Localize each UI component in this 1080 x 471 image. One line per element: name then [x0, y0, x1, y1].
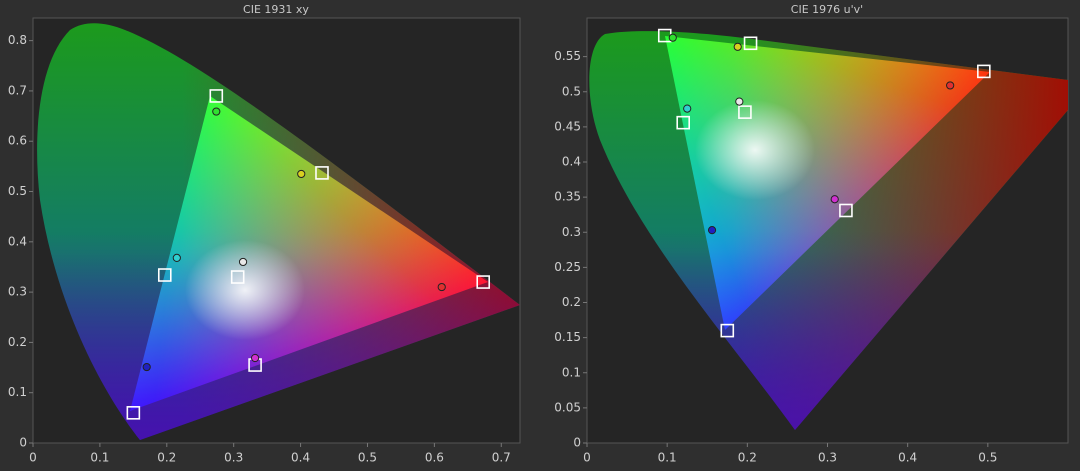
target-marker: [839, 203, 853, 218]
measured-marker: [212, 107, 221, 116]
measured-marker: [707, 226, 717, 235]
measured-marker: [297, 169, 306, 179]
x-tick-label: 0.6: [425, 451, 444, 465]
y-tick-label: 0.5: [562, 84, 581, 98]
x-tick-label: 0.1: [90, 451, 109, 465]
y-tick-label: 0.15: [554, 330, 581, 344]
y-tick-label: 0: [19, 436, 27, 450]
x-tick-label: 0.4: [898, 451, 917, 465]
measured-marker: [683, 104, 692, 113]
y-tick-label: 0.4: [562, 155, 581, 169]
x-tick-label: 0.5: [358, 451, 377, 465]
y-tick-label: 0.4: [8, 234, 27, 248]
x-tick-label: 0: [583, 451, 591, 465]
spectral-locus: [37, 23, 1068, 440]
target-marker: [720, 323, 735, 338]
measured-marker: [250, 353, 260, 363]
target-marker: [743, 36, 758, 51]
x-tick-label: 0.2: [157, 451, 176, 465]
target-marker: [209, 89, 224, 103]
target-marker: [126, 406, 141, 420]
x-tick-label: 0.4: [291, 451, 310, 465]
target-marker: [157, 268, 172, 282]
measured-marker: [172, 253, 181, 263]
measured-marker: [142, 362, 151, 372]
target-marker: [230, 270, 245, 284]
measured-marker: [735, 97, 744, 106]
target-marker: [738, 105, 752, 119]
x-tick-label: 0.2: [738, 451, 757, 465]
target-marker: [476, 275, 491, 289]
measured-marker: [830, 195, 839, 204]
measured-marker: [437, 282, 446, 292]
x-tick-label: 0.1: [658, 451, 677, 465]
target-marker: [315, 166, 329, 180]
y-tick-label: 0.5: [8, 184, 27, 198]
measured-marker: [238, 257, 248, 267]
y-tick-label: 0.2: [562, 295, 581, 309]
y-tick-label: 0.3: [562, 225, 581, 239]
y-tick-label: 0.45: [554, 119, 581, 133]
y-tick-label: 0.55: [554, 49, 581, 63]
y-tick-label: 0.25: [554, 260, 581, 274]
target-marker: [676, 115, 691, 130]
y-tick-label: 0.1: [8, 385, 27, 399]
measured-marker: [733, 42, 742, 51]
chart-title: CIE 1976 u'v': [791, 3, 863, 16]
x-tick-label: 0.7: [492, 451, 511, 465]
y-tick-label: 0: [573, 436, 581, 450]
y-tick-label: 0.35: [554, 190, 581, 204]
y-tick-label: 0.7: [8, 83, 27, 97]
chart-title: CIE 1931 xy: [243, 3, 309, 16]
measured-marker: [668, 33, 677, 42]
x-tick-label: 0.5: [978, 451, 997, 465]
target-marker: [977, 64, 991, 79]
y-tick-label: 0.2: [8, 335, 27, 349]
y-tick-label: 0.6: [8, 134, 27, 148]
x-tick-label: 0: [29, 451, 37, 465]
y-tick-label: 0.05: [554, 400, 581, 414]
x-tick-label: 0.3: [818, 451, 837, 465]
x-tick-label: 0.3: [224, 451, 243, 465]
y-tick-label: 0.3: [8, 285, 27, 299]
y-tick-label: 0.1: [562, 365, 581, 379]
measured-marker: [946, 81, 955, 90]
y-tick-label: 0.8: [8, 33, 27, 47]
